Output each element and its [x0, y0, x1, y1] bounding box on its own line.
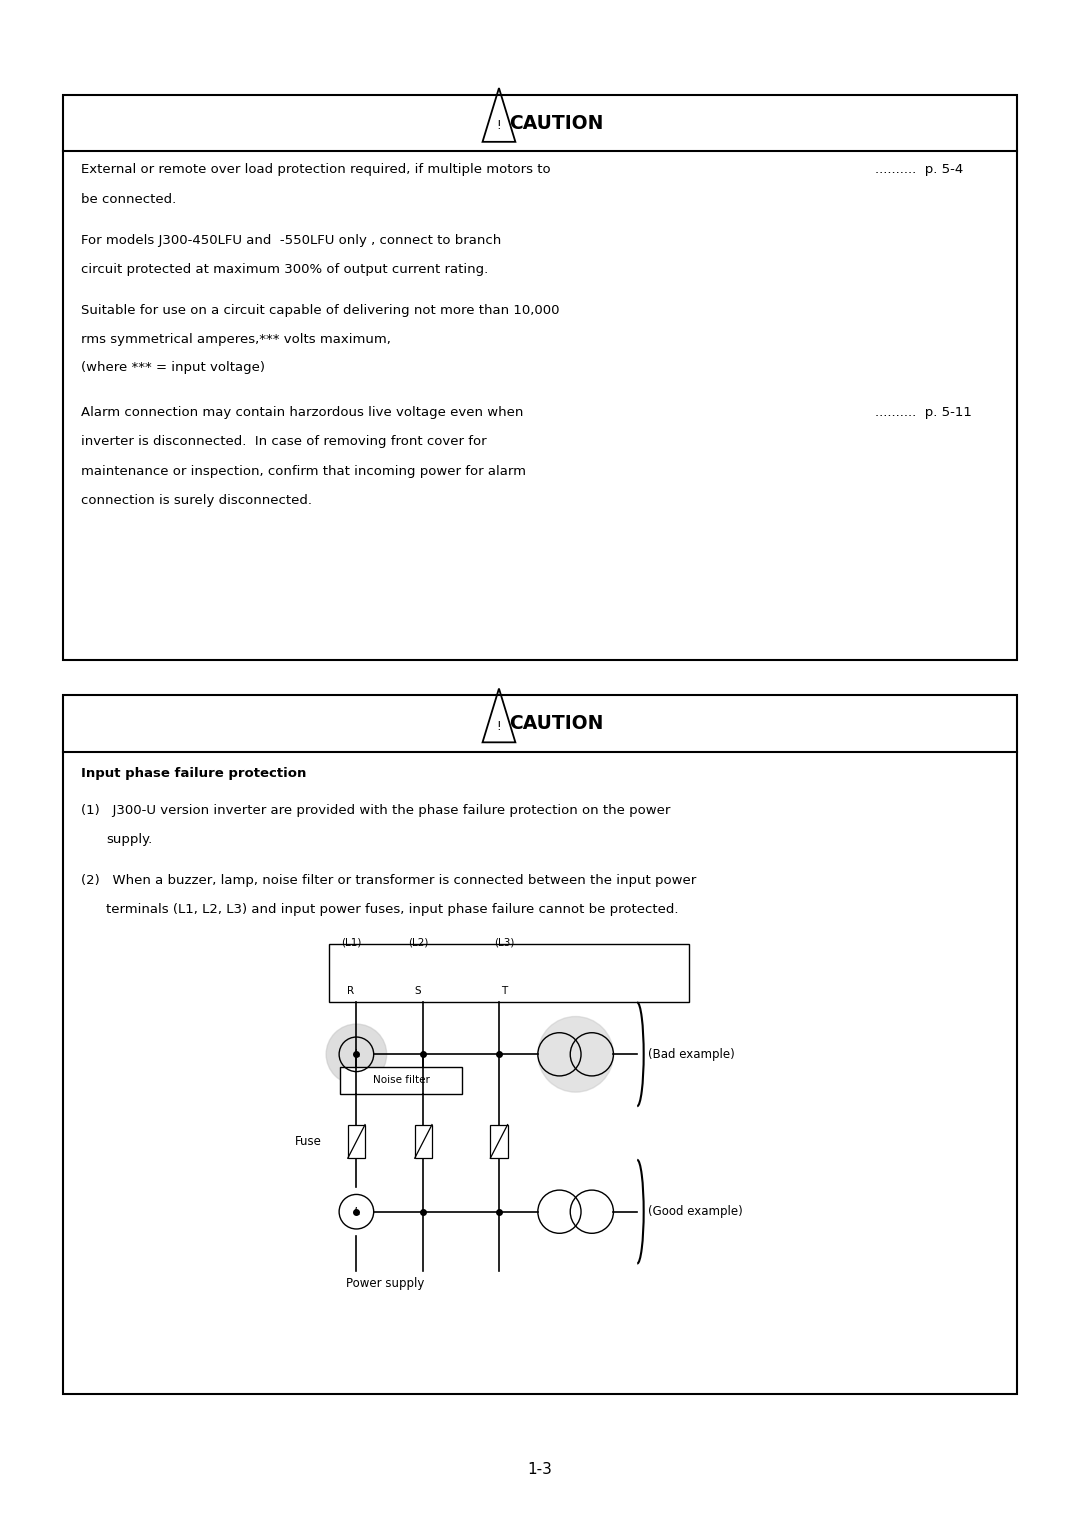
Bar — [348, 1125, 365, 1158]
Bar — [340, 1067, 462, 1094]
Text: For models J300-450LFU and  -550LFU only , connect to branch: For models J300-450LFU and -550LFU only … — [81, 234, 501, 248]
Bar — [490, 1125, 508, 1158]
Text: (L1): (L1) — [341, 937, 361, 947]
Text: (where *** = input voltage): (where *** = input voltage) — [81, 361, 265, 374]
Text: Power supply: Power supply — [346, 1277, 424, 1291]
Text: CAUTION: CAUTION — [509, 113, 604, 133]
Text: Alarm connection may contain harzordous live voltage even when: Alarm connection may contain harzordous … — [81, 406, 524, 420]
Text: terminals (L1, L2, L3) and input power fuses, input phase failure cannot be prot: terminals (L1, L2, L3) and input power f… — [106, 903, 678, 917]
Text: !: ! — [497, 119, 501, 133]
Text: connection is surely disconnected.: connection is surely disconnected. — [81, 494, 312, 507]
Text: supply.: supply. — [106, 833, 152, 847]
Text: (L3): (L3) — [495, 937, 514, 947]
Text: (L2): (L2) — [408, 937, 428, 947]
Text: 1-3: 1-3 — [527, 1462, 553, 1478]
Text: ..........  p. 5-11: .......... p. 5-11 — [875, 406, 972, 420]
Text: T: T — [501, 986, 508, 996]
Text: Fuse: Fuse — [295, 1135, 322, 1148]
Text: S: S — [415, 986, 421, 996]
Text: (1)   J300-U version inverter are provided with the phase failure protection on : (1) J300-U version inverter are provided… — [81, 804, 671, 817]
Text: External or remote over load protection required, if multiple motors to: External or remote over load protection … — [81, 163, 551, 177]
Text: !: ! — [497, 720, 501, 733]
Text: Suitable for use on a circuit capable of delivering not more than 10,000: Suitable for use on a circuit capable of… — [81, 304, 559, 318]
Bar — [415, 1125, 432, 1158]
Text: (Good example): (Good example) — [648, 1206, 743, 1218]
Text: L: L — [353, 1050, 360, 1059]
Text: ..........  p. 5-4: .......... p. 5-4 — [875, 163, 963, 177]
Text: R: R — [348, 986, 354, 996]
Text: Input phase failure protection: Input phase failure protection — [81, 767, 307, 781]
Text: (Bad example): (Bad example) — [648, 1048, 734, 1060]
Text: CAUTION: CAUTION — [509, 714, 604, 733]
Bar — [329, 944, 689, 1002]
Text: rms symmetrical amperes,*** volts maximum,: rms symmetrical amperes,*** volts maximu… — [81, 333, 391, 347]
Ellipse shape — [538, 1016, 613, 1093]
Text: circuit protected at maximum 300% of output current rating.: circuit protected at maximum 300% of out… — [81, 263, 488, 277]
Bar — [63, 695, 1017, 1394]
Text: (2)   When a buzzer, lamp, noise filter or transformer is connected between the : (2) When a buzzer, lamp, noise filter or… — [81, 874, 697, 888]
Ellipse shape — [326, 1024, 387, 1085]
Text: inverter is disconnected.  In case of removing front cover for: inverter is disconnected. In case of rem… — [81, 435, 487, 449]
Text: Noise filter: Noise filter — [373, 1076, 430, 1085]
Text: maintenance or inspection, confirm that incoming power for alarm: maintenance or inspection, confirm that … — [81, 465, 526, 478]
Text: L: L — [353, 1207, 360, 1216]
Bar — [63, 95, 1017, 660]
Text: be connected.: be connected. — [81, 193, 176, 206]
